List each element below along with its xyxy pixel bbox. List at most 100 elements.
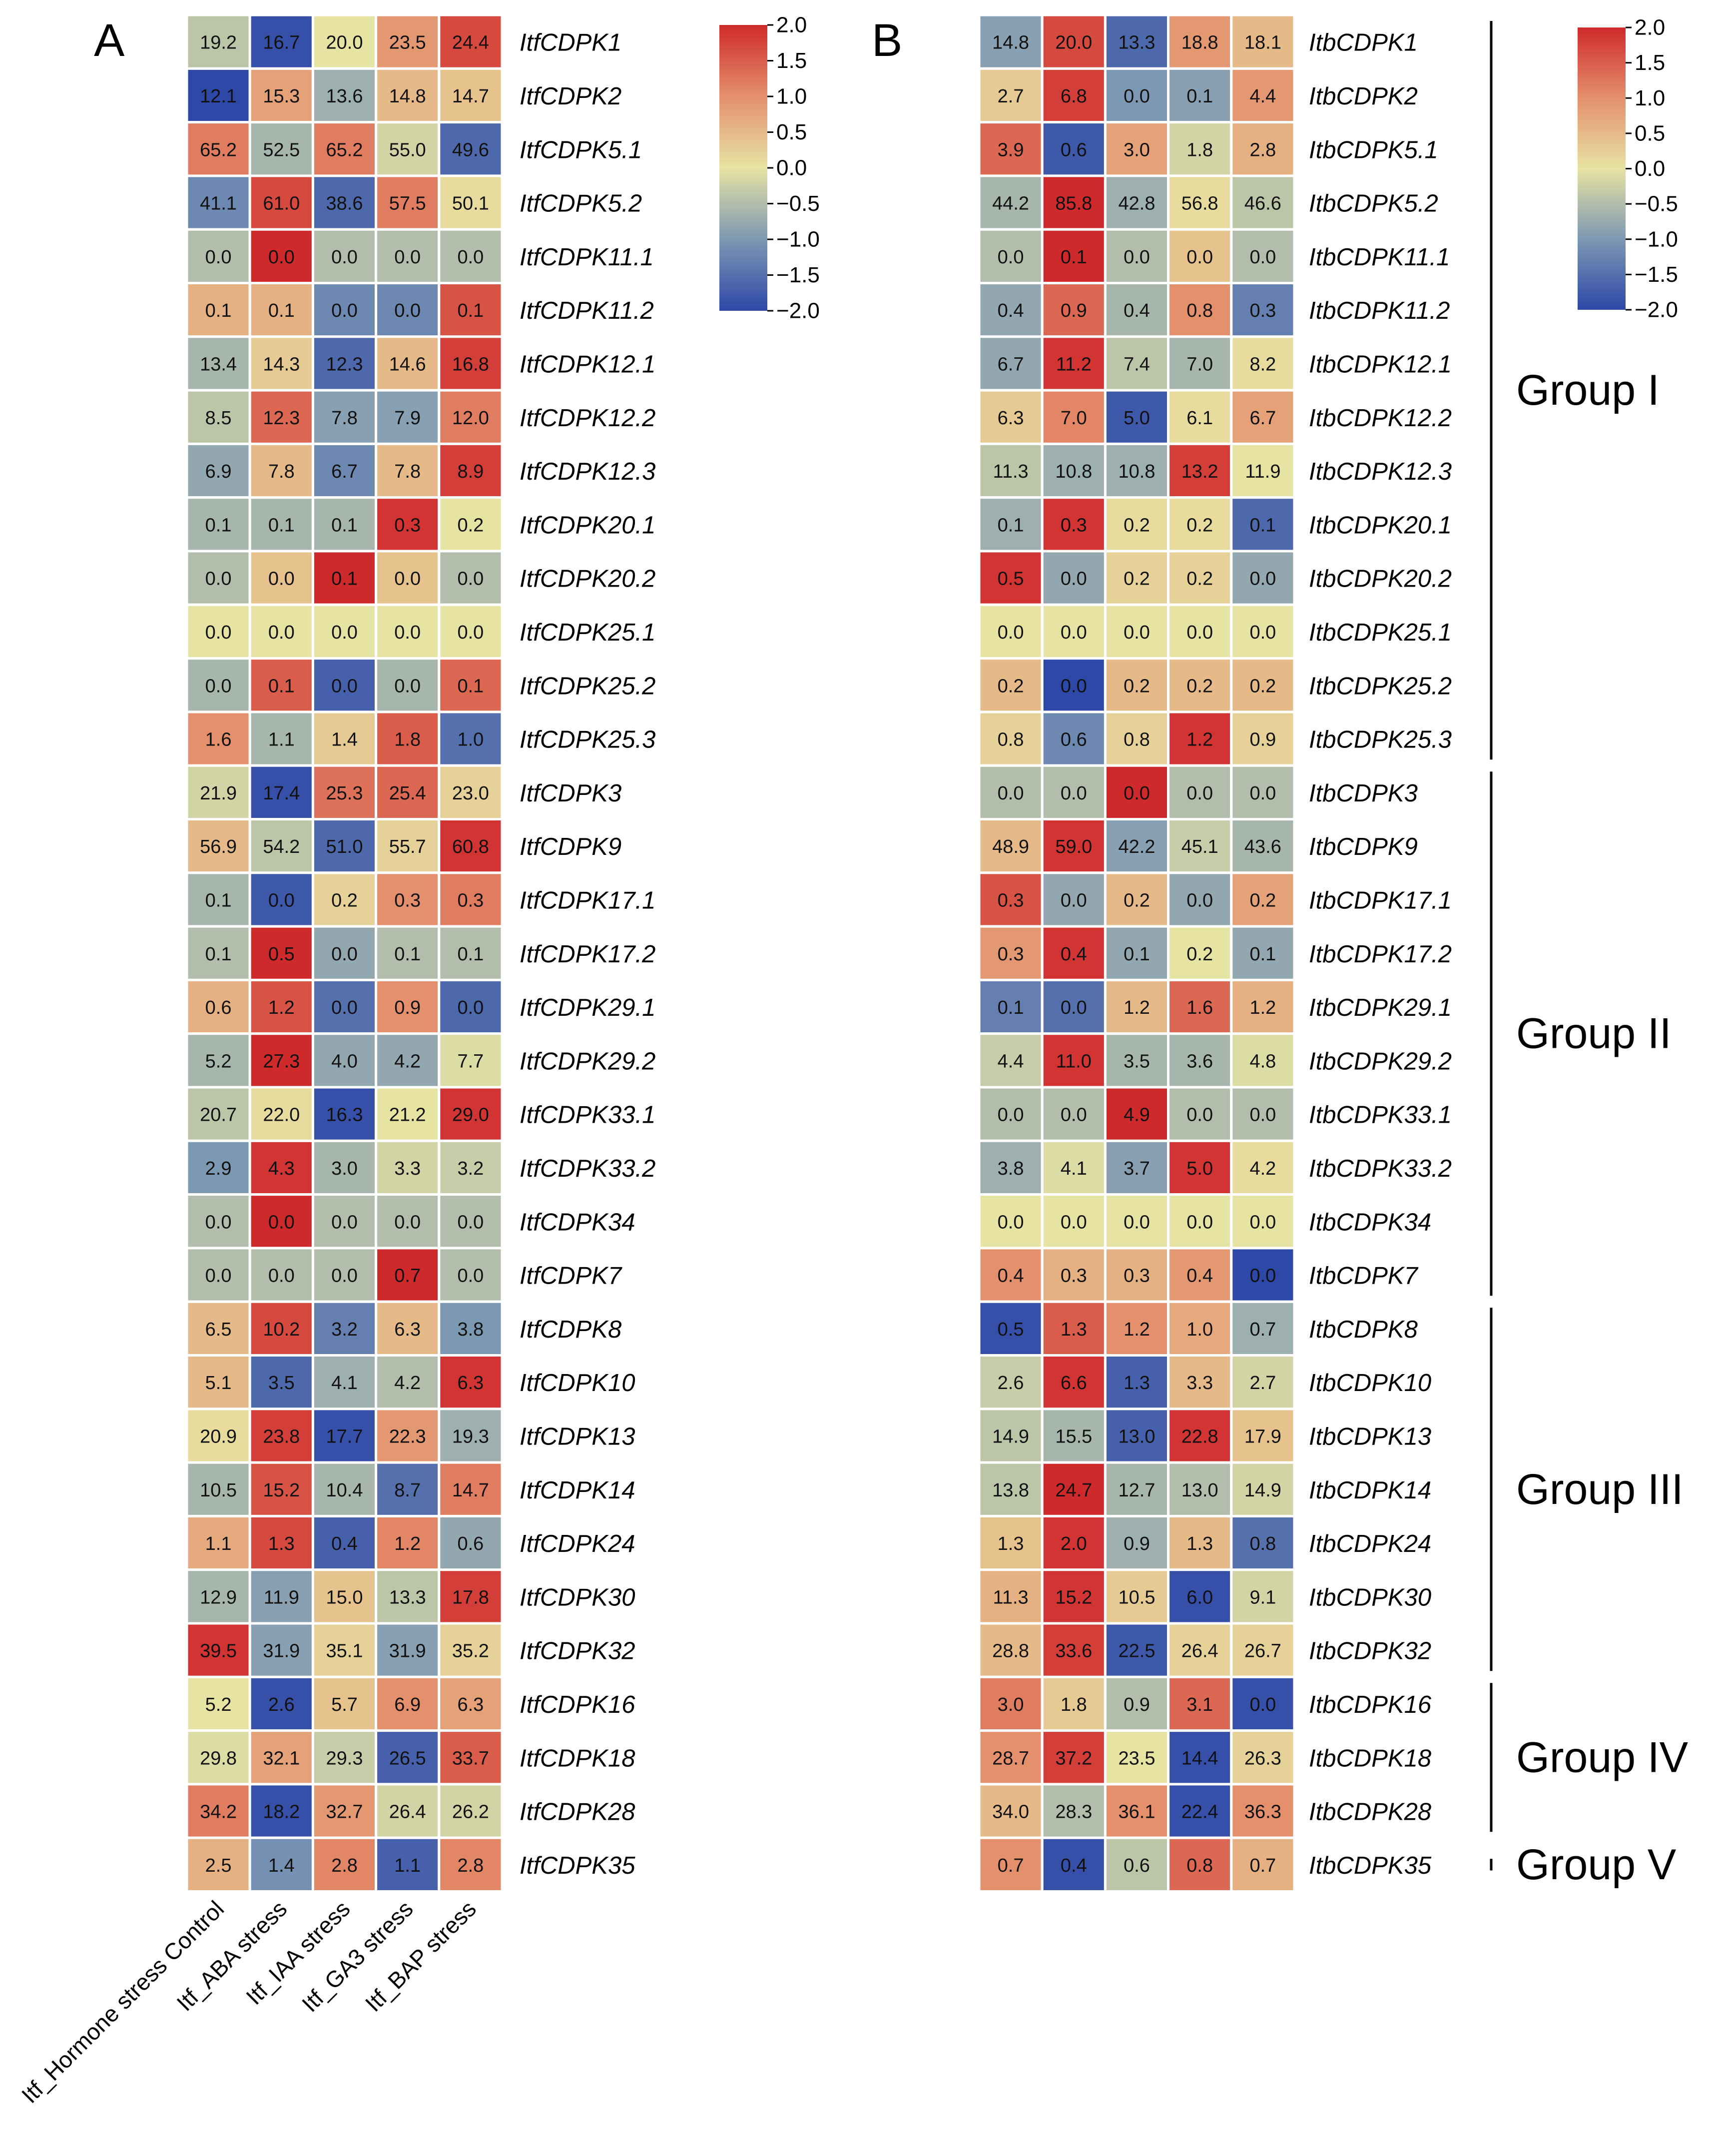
heatmap-a-cell <box>311 1139 378 1196</box>
heatmap-b-cell-label: 18.8 <box>1181 32 1218 53</box>
heatmap-b-cell-label: 0.0 <box>1249 783 1276 804</box>
group-annotations-b: Group I Group II Group III Group IV Group V <box>1490 21 1688 1889</box>
heatmap-a-cell <box>185 335 251 392</box>
heatmap-b-cell-label: 24.7 <box>1055 1480 1092 1501</box>
heatmap-a-cell <box>438 496 504 553</box>
heatmap-b-cell <box>1230 1300 1296 1357</box>
heatmap-a-cell-label: 0.0 <box>457 1266 484 1287</box>
heatmap-a-cell-label: 4.2 <box>394 1373 421 1394</box>
heatmap-a-cell-label: 2.6 <box>268 1694 295 1715</box>
heatmap-a-cell-label: 15.2 <box>263 1480 300 1501</box>
heatmap-a-cell-label: 0.3 <box>394 890 421 911</box>
heatmap-a-cell-label: 1.2 <box>394 1533 421 1554</box>
heatmap-b-cell-label: 0.0 <box>998 1212 1024 1233</box>
heatmap-a-row-label: ItfCDPK29.2 <box>520 1048 655 1075</box>
heatmap-b-cell <box>1230 1354 1296 1411</box>
heatmap-b-cell-label: 0.1 <box>1249 944 1276 965</box>
heatmap-a-row-label: ItfCDPK33.1 <box>520 1102 655 1129</box>
heatmap-a-cell-label: 4.3 <box>268 1158 295 1179</box>
heatmap-b-cell <box>1167 1783 1233 1839</box>
heatmap-b-cell <box>1230 603 1296 660</box>
heatmap-a-cell <box>438 1193 504 1250</box>
heatmap-a-cell <box>248 711 314 767</box>
heatmap-b-cell <box>1104 1408 1170 1464</box>
heatmap-b-row-label: ItbCDPK9 <box>1309 833 1418 860</box>
heatmap-a-cell-label: 61.0 <box>263 193 300 214</box>
colorbar-b: 2.0 1.5 1.0 0.5 0.0 −0.5 −1.0 −1.5 −2.0 <box>1578 15 1678 322</box>
heatmap-a-cell <box>375 764 441 820</box>
heatmap-a-cell <box>438 174 504 231</box>
heatmap-a-cell <box>248 1300 314 1357</box>
colorbar-tick-label: 1.5 <box>776 48 807 73</box>
heatmap-b-cell <box>1230 174 1296 231</box>
group-label: Group I <box>1516 366 1660 414</box>
heatmap-b-cell-label: 0.0 <box>1186 1212 1213 1233</box>
heatmap-a-cell-label: 13.3 <box>389 1587 426 1608</box>
heatmap-b-cell-label: 0.1 <box>1124 944 1150 965</box>
heatmap-b-row-label: ItbCDPK28 <box>1309 1799 1431 1826</box>
heatmap-a-cell-label: 12.0 <box>452 408 489 429</box>
heatmap-a-cell-label: 17.7 <box>326 1426 363 1447</box>
heatmap-a-cell-label: 60.8 <box>452 836 489 857</box>
heatmap-b-cell <box>1041 442 1107 499</box>
heatmap-a-cell-label: 0.0 <box>205 622 232 643</box>
heatmap-b-row-label: ItbCDPK20.1 <box>1309 512 1452 539</box>
heatmap-a-cell-label: 56.9 <box>200 836 237 857</box>
heatmap-b-row-label: ItbCDPK7 <box>1309 1263 1419 1290</box>
heatmap-a-cell <box>375 711 441 767</box>
heatmap-b-cell-label: 0.1 <box>998 997 1024 1018</box>
heatmap-b-cell <box>978 764 1044 820</box>
heatmap-a-cell-label: 6.9 <box>205 461 232 482</box>
heatmap-b-cell-label: 9.1 <box>1249 1587 1276 1608</box>
heatmap-a-cell-label: 20.9 <box>200 1426 237 1447</box>
heatmap-a-cell <box>375 174 441 231</box>
heatmap-a-cell <box>438 1300 504 1357</box>
heatmap-a-cell-label: 20.0 <box>326 32 363 53</box>
heatmap-a-row-label: ItfCDPK11.2 <box>520 297 654 324</box>
panel-a-letter: A <box>94 15 125 66</box>
heatmap-a-cell-label: 0.0 <box>457 997 484 1018</box>
heatmap-b-cell <box>978 335 1044 392</box>
heatmap-a-cell <box>185 1247 251 1303</box>
heatmap-a-cell-label: 0.1 <box>205 944 232 965</box>
heatmap-a-cell <box>185 711 251 767</box>
heatmap-b-cell-label: 13.2 <box>1181 461 1218 482</box>
heatmap-b-cell-label: 0.0 <box>1124 1212 1150 1233</box>
heatmap-a-cell-label: 0.0 <box>394 247 421 268</box>
heatmap-a-cell-label: 24.4 <box>452 32 489 53</box>
heatmap-b-row-label: ItbCDPK10 <box>1309 1370 1431 1397</box>
heatmap-b-cell-label: 0.0 <box>1124 247 1150 268</box>
heatmap-a-row-label: ItfCDPK34 <box>520 1209 635 1236</box>
heatmap-b-cell-label: 34.0 <box>992 1802 1029 1823</box>
heatmap-a-cell-label: 41.1 <box>200 193 237 214</box>
heatmap-b-cell-label: 0.0 <box>1249 1105 1276 1126</box>
heatmap-b-cell-label: 0.0 <box>1249 1266 1276 1287</box>
heatmap-b-cell-label: 6.7 <box>998 354 1024 375</box>
heatmap-b-cell <box>978 1729 1044 1786</box>
colorbar-tick-label: −2.0 <box>776 299 820 323</box>
heatmap-b-cell <box>978 228 1044 285</box>
heatmap-a-cell <box>438 1032 504 1089</box>
colorbar-a-ticks: 2.0 1.5 1.0 0.5 0.0 −0.5 −1.0 −1.5 −2.0 <box>767 13 820 323</box>
heatmap-a-cell-label: 3.0 <box>331 1158 358 1179</box>
heatmap-b-cell-label: 6.7 <box>1249 408 1276 429</box>
heatmap-b-cell-label: 0.3 <box>1061 1266 1087 1287</box>
heatmap-a-cell <box>248 1729 314 1786</box>
heatmap-a-cell-label: 16.3 <box>326 1105 363 1126</box>
heatmap-b-cell <box>978 1514 1044 1571</box>
heatmap-a-cell-label: 1.1 <box>205 1533 232 1554</box>
heatmap-b-cell-label: 0.4 <box>1186 1266 1213 1287</box>
heatmap-b-cell <box>1041 764 1107 820</box>
colorbar-tick-label: 0.5 <box>776 120 807 144</box>
heatmap-b-cell <box>1167 1836 1233 1893</box>
heatmap-b-cell-label: 17.9 <box>1244 1426 1281 1447</box>
heatmap-a-cell-label: 0.0 <box>331 1212 358 1233</box>
heatmap-a-cell-label: 3.2 <box>331 1319 358 1340</box>
heatmap-b-row-label: ItbCDPK25.1 <box>1309 619 1452 646</box>
heatmap-b-cell <box>978 818 1044 874</box>
heatmap-a-cell <box>311 228 378 285</box>
heatmap-b-cell <box>1167 603 1233 660</box>
heatmap-a-cell-label: 6.3 <box>394 1319 421 1340</box>
heatmap-a-row-label: ItfCDPK17.1 <box>520 887 655 914</box>
heatmap-a-cell-label: 6.3 <box>457 1694 484 1715</box>
